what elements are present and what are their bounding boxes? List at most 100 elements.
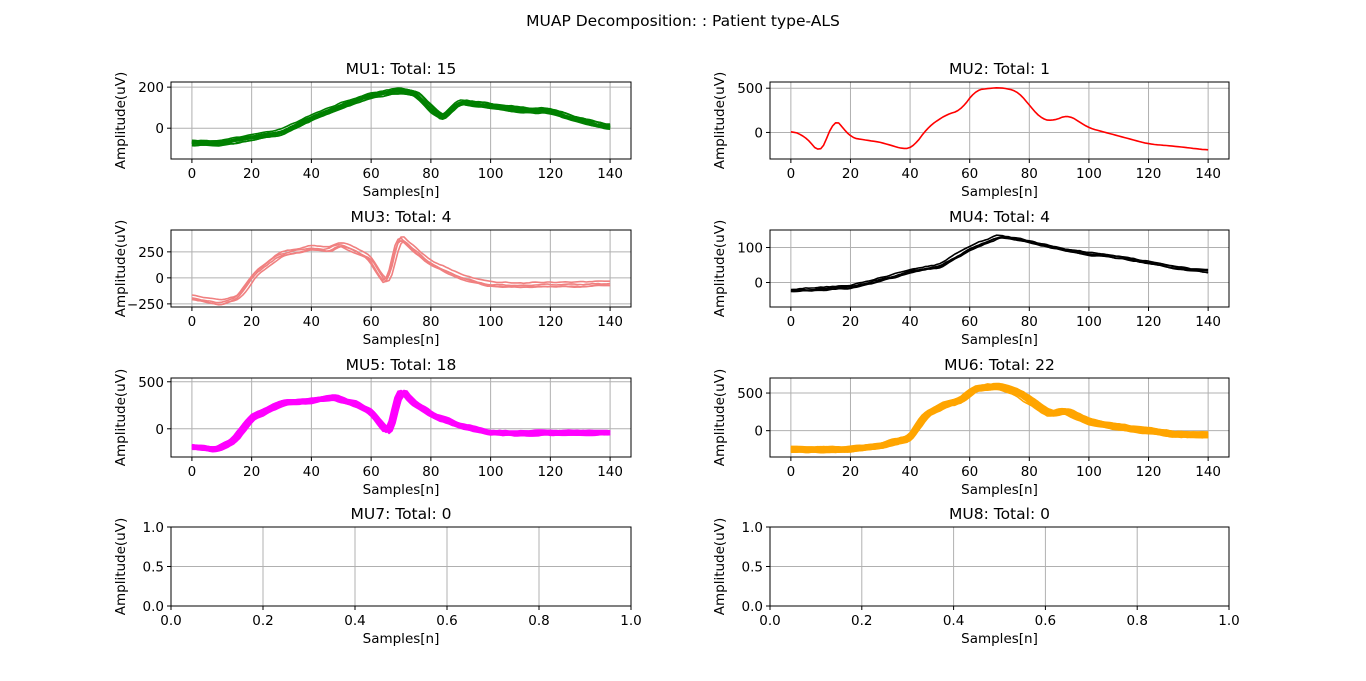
trace-line (790, 388, 1209, 454)
x-tick-label: 0 (188, 166, 197, 182)
y-tick-label: −250 (127, 297, 164, 313)
x-tick-label: 100 (1076, 464, 1102, 480)
trace-line (191, 237, 611, 304)
trace-line (790, 387, 1209, 453)
x-tick-label: 40 (901, 314, 918, 330)
trace-line (790, 384, 1209, 450)
x-tick-label: 0.4 (943, 613, 964, 629)
trace-line (790, 384, 1209, 450)
y-tick-label: 0.0 (143, 599, 164, 615)
trace-line (790, 384, 1209, 450)
y-tick-label: 0 (155, 271, 164, 287)
y-axis-label: Amplitude(uV) (113, 518, 129, 616)
subplot-title: MU3: Total: 4 (351, 208, 452, 226)
subplot-2: 0 20 40 60 80 100 120 140 0 500 MU2: Total: 1 Sampl… (712, 60, 1230, 200)
x-tick-label: 80 (422, 166, 439, 182)
axes-frame (769, 377, 1230, 458)
x-tick-label: 140 (597, 314, 623, 330)
x-tick-label: 40 (901, 464, 918, 480)
subplot-6: 0 20 40 60 80 100 120 140 0 500 MU6: Total: 22 Samp… (712, 356, 1230, 498)
x-tick-label: 1.0 (1218, 613, 1239, 629)
y-tick-label: 0 (155, 422, 164, 438)
x-tick-label: 120 (537, 166, 563, 182)
x-tick-label: 40 (901, 166, 918, 182)
axes-frame (769, 229, 1230, 308)
x-tick-label: 40 (303, 314, 320, 330)
trace-line (191, 91, 611, 145)
x-axis-label: Samples[n] (961, 631, 1038, 647)
x-tick-label: 140 (597, 464, 623, 480)
x-tick-label: 80 (422, 314, 439, 330)
x-tick-label: 0.6 (1035, 613, 1056, 629)
x-tick-label: 80 (1021, 314, 1038, 330)
subplot-title: MU6: Total: 22 (944, 356, 1055, 374)
trace-line (191, 92, 611, 147)
x-axis-label: Samples[n] (961, 332, 1038, 348)
x-tick-label: 140 (597, 166, 623, 182)
x-tick-label: 0 (188, 464, 197, 480)
y-tick-label: 1.0 (143, 520, 164, 536)
x-tick-label: 20 (243, 314, 260, 330)
axes-frame (170, 229, 632, 308)
trace-line (191, 88, 611, 143)
x-axis-label: Samples[n] (961, 184, 1038, 200)
y-axis-label: Amplitude(uV) (113, 220, 129, 318)
trace-line (790, 237, 1209, 293)
x-tick-label: 20 (842, 464, 859, 480)
subplot-8: 0.0 0.2 0.4 0.6 0.8 1.0 0.0 0.5 1.0 MU8: Total: 0… (712, 505, 1240, 647)
x-tick-label: 140 (1195, 314, 1221, 330)
subplot-title: MU8: Total: 0 (949, 505, 1050, 523)
trace-line (191, 87, 611, 142)
trace-line (790, 87, 1209, 151)
subplot-5: 0 20 40 60 80 100 120 140 0 500 MU5: Total: 18 Samp… (113, 356, 632, 498)
x-tick-label: 100 (1076, 166, 1102, 182)
subplot-4: 0 20 40 60 80 100 120 140 0 100 MU4: Total: 4 Sampl… (712, 208, 1230, 348)
x-tick-label: 0.6 (436, 613, 457, 629)
trace-line (790, 386, 1209, 453)
x-tick-label: 0.0 (759, 613, 780, 629)
subplot-title: MU2: Total: 1 (949, 60, 1050, 78)
subplot-3: 0 20 40 60 80 100 120 140 −250 0 250 MU3: Total: 4 S… (113, 208, 632, 348)
x-tick-label: 100 (1076, 314, 1102, 330)
x-axis-label: Samples[n] (363, 482, 440, 498)
x-tick-label: 60 (961, 464, 978, 480)
x-tick-label: 120 (1136, 464, 1162, 480)
trace-line (790, 384, 1209, 449)
trace-line (790, 388, 1209, 454)
trace-line (191, 391, 611, 450)
y-axis-label: Amplitude(uV) (113, 369, 129, 467)
trace-line (191, 236, 611, 301)
x-tick-label: 100 (478, 166, 504, 182)
subplot-title: MU5: Total: 18 (346, 356, 457, 374)
x-tick-label: 120 (1136, 314, 1162, 330)
x-tick-label: 60 (363, 166, 380, 182)
x-tick-label: 40 (303, 166, 320, 182)
x-tick-label: 0.8 (528, 613, 549, 629)
trace-line (790, 387, 1209, 453)
x-tick-label: 20 (243, 166, 260, 182)
x-tick-label: 60 (961, 166, 978, 182)
trace-line (191, 89, 611, 144)
x-axis-label: Samples[n] (363, 631, 440, 647)
y-axis-label: Amplitude(uV) (712, 369, 728, 467)
trace-line (790, 383, 1209, 449)
axes-frame (170, 377, 632, 458)
trace-line (790, 386, 1209, 452)
axes-frame (170, 81, 632, 160)
x-tick-label: 140 (1195, 166, 1221, 182)
x-tick-label: 80 (422, 464, 439, 480)
subplot-title: MU1: Total: 15 (346, 60, 457, 78)
x-tick-label: 0 (787, 314, 796, 330)
trace-line (790, 385, 1209, 451)
trace-line (191, 394, 611, 453)
figure-suptitle: MUAP Decomposition: : Patient type-ALS (526, 12, 840, 30)
x-tick-label: 0 (787, 464, 796, 480)
x-tick-label: 140 (1195, 464, 1221, 480)
y-tick-label: 100 (737, 241, 763, 257)
y-tick-label: 500 (737, 81, 763, 97)
trace-line (790, 386, 1209, 453)
y-tick-label: 0.0 (742, 599, 763, 615)
x-tick-label: 60 (961, 314, 978, 330)
x-tick-label: 80 (1021, 464, 1038, 480)
